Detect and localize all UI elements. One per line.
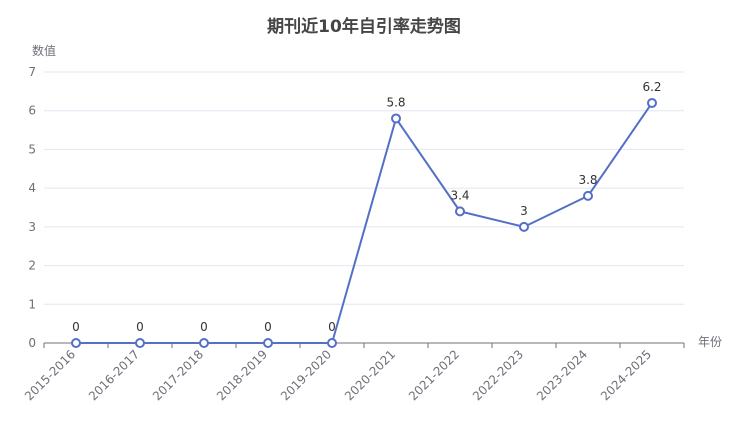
- data-point: [327, 338, 337, 348]
- x-tick-label: 2016-2017: [86, 347, 142, 403]
- data-label: 3.4: [450, 188, 469, 202]
- y-tick-label: 0: [28, 336, 36, 350]
- data-label: 5.8: [386, 95, 405, 109]
- y-tick-label: 6: [28, 104, 36, 118]
- data-label: 0: [200, 320, 208, 334]
- x-tick-label: 2021-2022: [406, 347, 462, 403]
- data-label: 3: [520, 204, 528, 218]
- data-point: [199, 338, 209, 348]
- data-point: [263, 338, 273, 348]
- x-axis-name: 年份: [698, 335, 722, 349]
- data-label: 0: [136, 320, 144, 334]
- x-tick-label: 2019-2020: [278, 347, 334, 403]
- data-point: [583, 190, 593, 201]
- series: [71, 97, 657, 348]
- data-point: [71, 338, 81, 348]
- data-label: 6.2: [642, 80, 661, 94]
- data-point: [647, 97, 657, 108]
- y-tick-label: 3: [28, 220, 36, 234]
- grid-lines: [44, 71, 684, 305]
- x-tick-label: 2015-2016: [22, 347, 78, 403]
- data-point: [135, 338, 145, 348]
- y-tick-label: 2: [28, 259, 36, 273]
- data-point: [455, 206, 465, 217]
- chart-title: 期刊近10年自引率走势图: [267, 16, 461, 37]
- x-tick-label: 2022-2023: [470, 347, 526, 403]
- y-axis-name: 数值: [32, 43, 56, 58]
- data-label: 0: [328, 320, 336, 334]
- x-tick-label: 2017-2018: [150, 347, 206, 403]
- x-tick-label: 2020-2021: [342, 347, 398, 403]
- y-tick-label: 5: [28, 142, 36, 156]
- y-tick-label: 7: [28, 65, 36, 79]
- data-labels: 0 0 0 0 0 5.8 3.4 3 3.8 6.2: [72, 80, 661, 334]
- data-point: [391, 113, 401, 124]
- y-tick-label: 1: [28, 297, 36, 311]
- y-tick-label: 4: [28, 181, 36, 195]
- x-tick-label: 2024-2025: [598, 347, 654, 403]
- data-label: 0: [264, 320, 272, 334]
- data-label: 0: [72, 320, 80, 334]
- series-line: [76, 102, 653, 344]
- data-point: [519, 221, 529, 232]
- x-axis: 2015-2016 2016-2017 2017-2018 2018-2019 2019…: [22, 342, 685, 403]
- x-tick-label: 2023-2024: [534, 347, 590, 403]
- data-label: 3.8: [578, 173, 597, 187]
- y-axis-ticks: 0 1 2 3 4 5 6 7: [28, 65, 36, 350]
- x-tick-label: 2018-2019: [214, 347, 270, 403]
